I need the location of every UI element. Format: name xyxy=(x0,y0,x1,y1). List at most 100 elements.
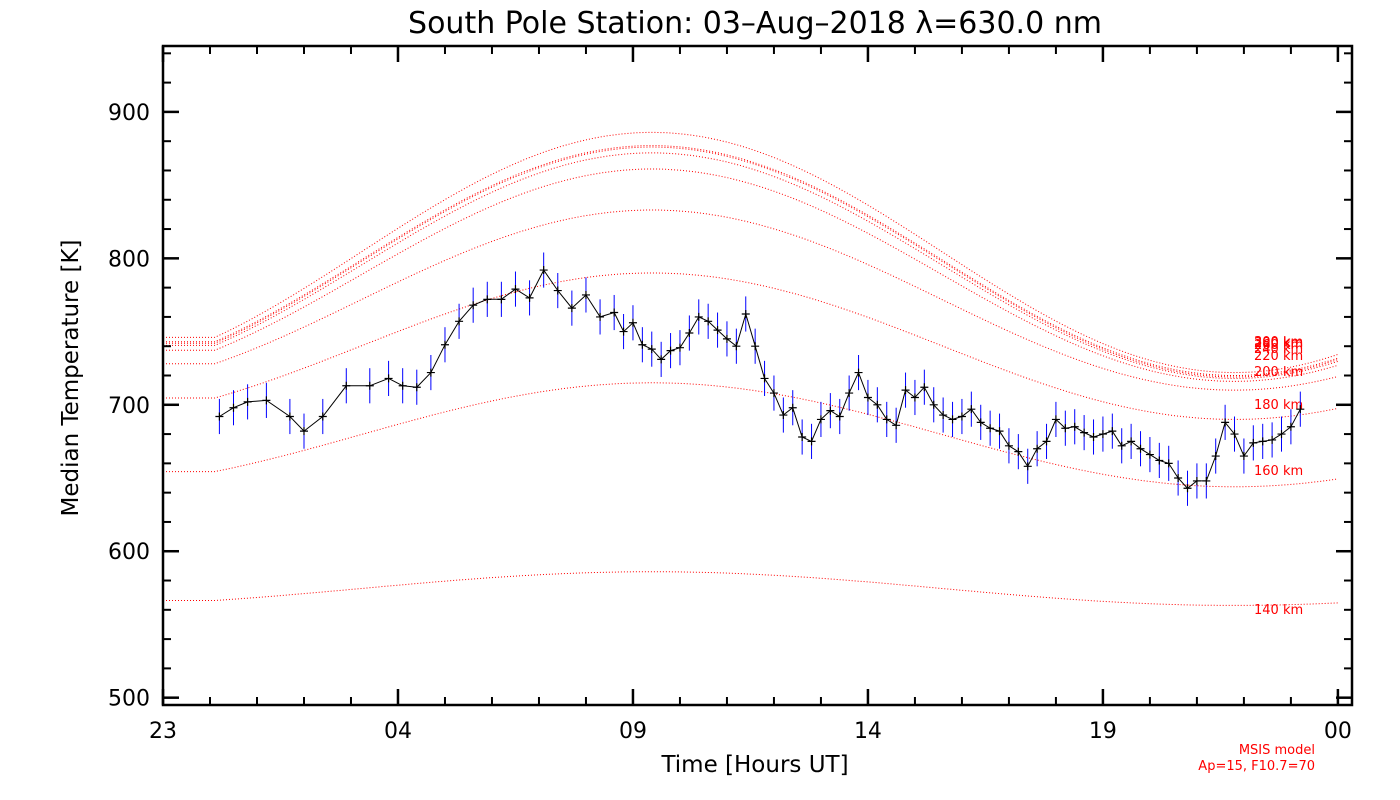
data-point xyxy=(1230,430,1239,439)
data-point xyxy=(1192,476,1201,485)
data-point xyxy=(1296,405,1305,414)
y-tick-label: 700 xyxy=(108,394,150,419)
data-point xyxy=(1145,450,1154,459)
data-point xyxy=(1117,441,1126,450)
data-point xyxy=(596,312,605,321)
data-point xyxy=(694,312,703,321)
data-point xyxy=(455,317,464,326)
data-point xyxy=(798,433,807,442)
data-point xyxy=(967,405,976,414)
data-point xyxy=(299,427,308,436)
x-tick-label: 04 xyxy=(384,719,412,744)
x-tick-label: 09 xyxy=(619,719,647,744)
data-point xyxy=(788,403,797,412)
data-point xyxy=(1023,462,1032,471)
data-point xyxy=(835,412,844,421)
data-point xyxy=(910,393,919,402)
data-point xyxy=(751,342,760,351)
data-point xyxy=(1070,422,1079,431)
model-curve-label: 160 km xyxy=(1254,464,1303,479)
data-point xyxy=(567,304,576,313)
data-point xyxy=(920,383,929,392)
data-point xyxy=(873,400,882,409)
data-point xyxy=(1051,415,1060,424)
data-point xyxy=(497,295,506,304)
model-curve xyxy=(163,382,1338,488)
model-curve-label: 180 km xyxy=(1254,398,1303,413)
data-point xyxy=(1239,452,1248,461)
data-point xyxy=(1108,427,1117,436)
data-point xyxy=(628,318,637,327)
data-point xyxy=(657,355,666,364)
data-point xyxy=(412,383,421,392)
data-point xyxy=(1221,418,1230,427)
data-point xyxy=(1277,430,1286,439)
data-point xyxy=(863,393,872,402)
data-point xyxy=(1136,444,1145,453)
data-point xyxy=(342,381,351,390)
data-point xyxy=(581,290,590,299)
chart-title: South Pole Station: 03–Aug–2018 λ=630.0 … xyxy=(408,6,1102,41)
data-point xyxy=(1164,459,1173,468)
model-curve xyxy=(163,272,1338,420)
data-point xyxy=(483,295,492,304)
data-point xyxy=(1174,474,1183,483)
data-point xyxy=(440,340,449,349)
data-point xyxy=(539,266,548,275)
data-point xyxy=(525,293,534,302)
data-point xyxy=(807,437,816,446)
x-tick-label: 19 xyxy=(1089,719,1117,744)
data-point xyxy=(243,397,252,406)
data-point xyxy=(901,386,910,395)
data-point xyxy=(619,327,628,336)
model-name-note: MSIS model xyxy=(1239,743,1315,758)
observed-series xyxy=(215,266,1305,493)
data-point xyxy=(215,412,224,421)
model-curve-label: 200 km xyxy=(1254,365,1303,380)
data-point xyxy=(816,415,825,424)
data-point xyxy=(1089,433,1098,442)
data-point xyxy=(647,345,656,354)
data-point xyxy=(685,329,694,338)
data-point xyxy=(511,285,520,294)
x-tick-label: 14 xyxy=(854,719,882,744)
model-curves xyxy=(163,131,1339,606)
data-point xyxy=(1183,484,1192,493)
data-point xyxy=(1155,456,1164,465)
data-point xyxy=(666,346,675,355)
observed-line xyxy=(219,269,1301,489)
model-curve-label: 260 km xyxy=(1254,338,1303,353)
model-curve-label: 300 km xyxy=(1254,335,1303,350)
axes: 23 04 09 14 19 00 500 600 700 800 900 xyxy=(108,44,1354,744)
data-point xyxy=(1033,444,1042,453)
data-point xyxy=(553,286,562,295)
data-point xyxy=(1202,476,1211,485)
model-curve-label: 280 km xyxy=(1254,336,1303,351)
data-point xyxy=(1080,428,1089,437)
data-point xyxy=(469,301,478,310)
y-tick-label: 900 xyxy=(108,101,150,126)
data-point xyxy=(262,396,271,405)
data-point xyxy=(929,400,938,409)
model-curve xyxy=(163,152,1339,379)
data-point xyxy=(229,403,238,412)
model-curve-label: 220 km xyxy=(1254,349,1303,364)
data-point xyxy=(365,381,374,390)
data-point xyxy=(1286,422,1295,431)
model-curve-label: 140 km xyxy=(1254,603,1303,618)
error-bars xyxy=(218,252,1301,506)
data-point xyxy=(741,309,750,318)
data-point xyxy=(892,421,901,430)
data-point xyxy=(1098,430,1107,439)
data-point xyxy=(1258,437,1267,446)
plot-frame xyxy=(161,44,1354,707)
x-tick-label: 23 xyxy=(149,719,177,744)
model-curve xyxy=(163,145,1339,376)
data-point xyxy=(704,317,713,326)
x-tick-label: 00 xyxy=(1324,719,1352,744)
data-point xyxy=(1249,438,1258,447)
data-point xyxy=(732,342,741,351)
data-point xyxy=(939,411,948,420)
data-point xyxy=(285,412,294,421)
